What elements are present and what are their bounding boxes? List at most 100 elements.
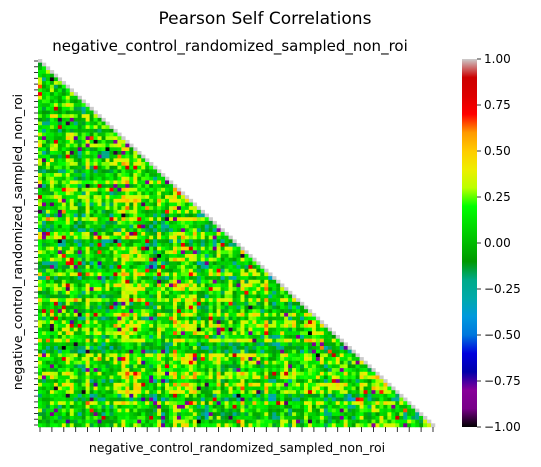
heatmap-cell bbox=[85, 309, 90, 314]
heatmap-cell bbox=[224, 390, 229, 395]
heatmap-cell bbox=[272, 408, 277, 413]
heatmap-cell bbox=[256, 301, 261, 306]
heatmap-cell bbox=[153, 404, 158, 409]
heatmap-cell bbox=[311, 386, 317, 391]
heatmap-cell bbox=[169, 371, 174, 376]
heatmap-cell bbox=[117, 202, 122, 207]
heatmap-cell bbox=[288, 390, 293, 395]
heatmap-cell bbox=[315, 349, 321, 354]
heatmap-cell bbox=[73, 298, 78, 303]
heatmap-cell bbox=[172, 390, 178, 395]
heatmap-cell bbox=[169, 327, 174, 332]
heatmap-cell bbox=[57, 187, 63, 192]
heatmap-cell bbox=[260, 294, 265, 299]
heatmap-cell bbox=[276, 386, 281, 391]
heatmap-cell bbox=[165, 327, 170, 332]
heatmap-cell bbox=[153, 184, 158, 189]
heatmap-cell bbox=[188, 338, 194, 343]
heatmap-cell bbox=[236, 390, 241, 395]
heatmap-cell bbox=[228, 375, 233, 380]
heatmap-cell bbox=[359, 364, 364, 369]
heatmap-cell bbox=[97, 139, 102, 144]
heatmap-cell bbox=[81, 173, 86, 178]
heatmap-cell bbox=[61, 88, 67, 93]
heatmap-cell bbox=[125, 195, 130, 200]
heatmap-cell bbox=[38, 298, 43, 303]
heatmap-cell bbox=[41, 309, 47, 314]
heatmap-cell bbox=[212, 276, 217, 281]
heatmap-cell bbox=[256, 415, 261, 420]
heatmap-cell bbox=[38, 103, 43, 108]
heatmap-cell bbox=[101, 125, 106, 130]
heatmap-cell bbox=[315, 404, 321, 409]
heatmap-cell bbox=[161, 187, 166, 192]
heatmap-cell bbox=[129, 312, 134, 317]
heatmap-cell bbox=[303, 312, 309, 317]
heatmap-cell bbox=[288, 375, 293, 380]
heatmap-cell bbox=[153, 382, 158, 387]
heatmap-cell bbox=[69, 198, 74, 203]
heatmap-cell bbox=[113, 279, 118, 284]
heatmap-cell bbox=[38, 92, 43, 97]
heatmap-cell bbox=[208, 287, 213, 292]
heatmap-cell bbox=[105, 353, 110, 358]
heatmap-cell bbox=[256, 294, 261, 299]
heatmap-cell bbox=[399, 393, 404, 398]
heatmap-cell bbox=[57, 213, 63, 218]
heatmap-cell bbox=[45, 382, 51, 387]
heatmap-cell bbox=[65, 151, 71, 155]
heatmap-cell bbox=[303, 415, 309, 420]
heatmap-cell bbox=[137, 184, 142, 189]
heatmap-cell bbox=[53, 162, 59, 166]
heatmap-cell bbox=[280, 323, 285, 328]
heatmap-cell bbox=[81, 390, 86, 395]
heatmap-cell bbox=[165, 206, 170, 211]
heatmap-cell bbox=[97, 117, 102, 122]
heatmap-cell bbox=[41, 261, 47, 266]
heatmap-cell bbox=[347, 408, 352, 413]
heatmap-cell bbox=[303, 397, 309, 402]
heatmap-cell bbox=[97, 176, 102, 181]
heatmap-cell bbox=[97, 261, 102, 266]
heatmap-cell bbox=[141, 176, 146, 181]
heatmap-cell bbox=[133, 184, 138, 189]
heatmap-cell bbox=[161, 290, 166, 295]
heatmap-cell bbox=[81, 235, 86, 240]
heatmap-cell bbox=[57, 323, 63, 328]
heatmap-cell bbox=[331, 419, 336, 424]
heatmap-cell bbox=[208, 298, 213, 303]
heatmap-cell bbox=[117, 294, 122, 299]
heatmap-cell bbox=[228, 235, 233, 240]
heatmap-cell bbox=[232, 419, 237, 424]
heatmap-cell bbox=[125, 250, 130, 255]
heatmap-cell bbox=[153, 173, 158, 178]
heatmap-cell bbox=[184, 257, 190, 262]
heatmap-cell bbox=[137, 235, 142, 240]
heatmap-cell bbox=[77, 294, 82, 299]
heatmap-cell bbox=[204, 228, 209, 233]
heatmap-cell bbox=[117, 309, 122, 314]
heatmap-cell bbox=[165, 191, 170, 196]
heatmap-cell bbox=[260, 272, 265, 277]
heatmap-cell bbox=[268, 290, 273, 295]
heatmap-cell bbox=[157, 180, 162, 185]
heatmap-cell bbox=[41, 209, 47, 214]
heatmap-cell bbox=[315, 335, 321, 339]
heatmap-cell bbox=[228, 393, 233, 398]
heatmap-cell bbox=[399, 412, 404, 417]
heatmap-cell bbox=[125, 151, 130, 155]
heatmap-cell bbox=[157, 338, 162, 343]
heatmap-cell bbox=[335, 353, 340, 358]
heatmap-cell bbox=[93, 231, 98, 236]
heatmap-cell bbox=[264, 408, 269, 413]
heatmap-cell bbox=[61, 250, 67, 255]
heatmap-cell bbox=[196, 224, 202, 229]
heatmap-cell bbox=[89, 228, 94, 233]
heatmap-cell bbox=[93, 312, 98, 317]
heatmap-cell bbox=[192, 220, 198, 225]
heatmap-cell bbox=[93, 346, 98, 350]
heatmap-cell bbox=[97, 187, 102, 192]
heatmap-cell bbox=[188, 397, 194, 402]
heatmap-cell bbox=[157, 250, 162, 255]
heatmap-cell bbox=[89, 128, 94, 133]
